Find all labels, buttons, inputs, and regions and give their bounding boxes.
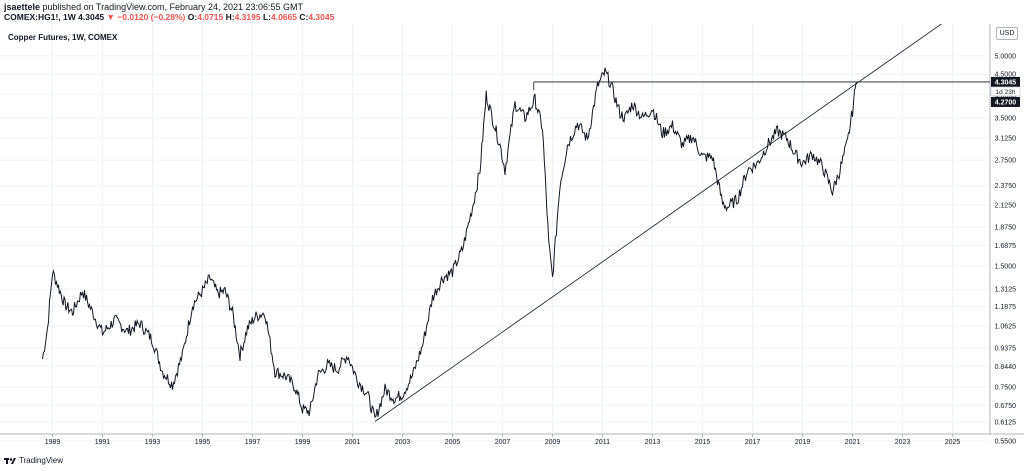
trendline <box>374 24 943 422</box>
countdown-badge <box>990 86 1021 97</box>
quote-line: COMEX:HG1!, 1W 4.3045 ▼ −0.0120 (−0.28%)… <box>4 12 334 22</box>
symbol-label: COMEX:HG1!, 1W <box>4 12 76 22</box>
x-tick-label: 2021 <box>845 439 861 446</box>
low-value: 4.0665 <box>270 12 297 22</box>
footer-branding: TradingView <box>4 456 63 465</box>
down-arrow-icon: ▼ <box>106 12 115 22</box>
chart-title: Copper Futures, 1W, COMEX <box>8 33 118 42</box>
y-tick-label: 3.5000 <box>995 116 1017 123</box>
currency-button[interactable]: USD <box>996 27 1018 40</box>
x-tick-label: 2011 <box>595 439 610 446</box>
x-tick-label: 1989 <box>45 439 61 446</box>
x-tick-label: 1997 <box>245 439 261 446</box>
x-tick-label: 2025 <box>945 439 961 446</box>
x-tick-label: 2001 <box>345 439 361 446</box>
low-label: L: <box>262 12 271 22</box>
publish-date: published on TradingView.com, February 2… <box>42 2 304 12</box>
close-value: 4.3045 <box>308 12 335 22</box>
y-tick-label: 2.7500 <box>995 158 1017 165</box>
y-tick-label: 1.3125 <box>995 287 1017 294</box>
y-tick-label: 0.7500 <box>995 384 1017 391</box>
y-tick-label: 0.5500 <box>995 438 1017 445</box>
y-tick-label: 1.8750 <box>995 224 1017 231</box>
last-price-label: 4.3045 <box>995 79 1017 86</box>
y-tick-label: 0.9375 <box>995 345 1017 352</box>
x-tick-label: 2009 <box>545 439 561 446</box>
price-change: −0.0120 (−0.28%) <box>117 12 186 22</box>
y-tick-label: 1.0625 <box>995 324 1017 331</box>
open-label: O: <box>187 12 198 22</box>
level-badge <box>991 96 1020 107</box>
y-tick-label: 5.0000 <box>995 53 1017 60</box>
x-tick-label: 2015 <box>695 439 711 446</box>
y-tick-label: 0.8440 <box>995 364 1017 371</box>
y-tick-label: 2.3750 <box>995 183 1017 190</box>
y-tick-label: 4.5000 <box>995 72 1017 79</box>
close-label: C: <box>299 12 309 22</box>
high-label: H: <box>225 12 235 22</box>
y-tick-label: 0.6750 <box>995 403 1017 410</box>
y-tick-label: 3.1250 <box>995 135 1017 142</box>
x-tick-label: 2003 <box>395 439 411 446</box>
x-tick-label: 2023 <box>895 439 911 446</box>
price-chart[interactable]: 5.00004.50004.00003.50003.12502.75002.37… <box>0 24 1024 460</box>
y-tick-label: 2.1250 <box>995 203 1017 210</box>
x-tick-label: 2013 <box>645 439 661 446</box>
last-price: 4.3045 <box>78 12 105 22</box>
x-tick-label: 2017 <box>745 439 761 446</box>
author-name[interactable]: jsaettele <box>4 2 41 12</box>
tradingview-logo-icon <box>4 457 16 464</box>
price-series-line <box>42 67 857 419</box>
x-tick-label: 1991 <box>95 439 111 446</box>
open-value: 4.0715 <box>197 12 224 22</box>
publish-info: jsaettele published on TradingView.com, … <box>4 2 303 12</box>
y-tick-label: 1.6875 <box>995 243 1017 250</box>
y-tick-label: 1.1875 <box>995 304 1017 311</box>
level-label: 4.2700 <box>995 99 1017 106</box>
x-tick-label: 2007 <box>495 439 511 446</box>
y-tick-label: 0.6125 <box>995 420 1017 427</box>
x-tick-label: 2005 <box>445 439 461 446</box>
y-tick-label: 1.5000 <box>995 263 1017 270</box>
x-tick-label: 1999 <box>295 439 311 446</box>
x-tick-label: 2019 <box>795 439 811 446</box>
footer-brand[interactable]: TradingView <box>19 456 64 465</box>
high-value: 4.3195 <box>234 12 261 22</box>
last-price-badge <box>991 76 1020 87</box>
x-tick-label: 1995 <box>195 439 211 446</box>
x-tick-label: 1993 <box>145 439 161 446</box>
countdown-label: 1d 23h <box>996 89 1016 96</box>
